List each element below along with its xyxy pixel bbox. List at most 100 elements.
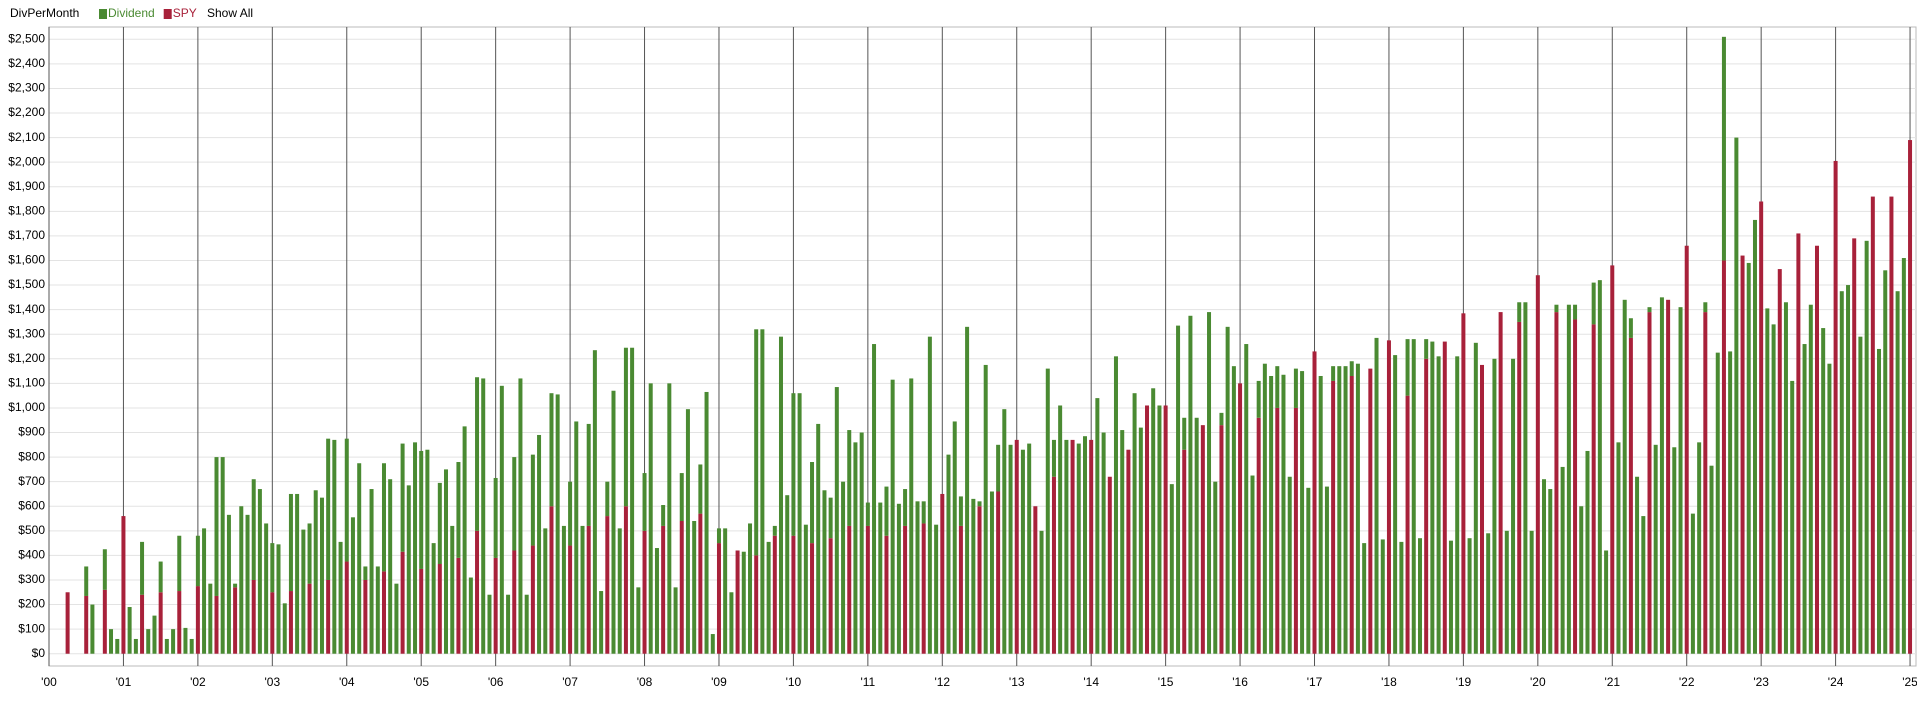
bar-segment [1635,476,1640,654]
bar-segment [1213,481,1218,654]
bar-segment [127,607,132,654]
bar-segment [903,489,908,526]
bar-segment [934,524,939,654]
bar-segment [1448,540,1453,654]
x-tick-label: '23 [1753,675,1769,689]
bar-segment [425,449,430,654]
y-tick-label: $0 [32,646,46,660]
bar-segment [1101,432,1106,654]
bar-segment [475,530,480,654]
bar-segment [1554,304,1559,313]
bar-segment [1461,313,1466,654]
y-tick-label: $2,300 [8,81,45,95]
show-all-button[interactable]: Show All [207,6,253,20]
bar-segment [977,501,982,507]
bar-segment [766,541,771,654]
bar-segment [1020,449,1025,654]
bar-segment [741,551,746,654]
x-tick-label: '22 [1679,675,1695,689]
legend-swatch[interactable] [163,9,172,19]
bar-segment [326,438,331,580]
bar-segment [549,506,554,654]
bar-segment [927,336,932,654]
legend-swatch[interactable] [99,9,107,19]
y-tick-label: $1,400 [8,302,45,316]
bar-segment [102,589,107,654]
bar-segment [1070,439,1075,654]
bar-segment [1721,260,1726,654]
bar-segment [363,579,368,654]
bar-segment [1858,336,1863,654]
bar-segment [1337,366,1342,654]
bar-segment [1157,405,1162,654]
bar-segment [214,457,219,596]
bar-segment [946,454,951,654]
y-tick-label: $2,000 [8,154,45,168]
legend-label[interactable]: SPY [173,6,197,20]
bar-segment [1889,196,1894,654]
bar-segment [592,350,597,654]
legend-label[interactable]: Dividend [108,6,155,20]
bar-segment [183,627,188,654]
x-tick-label: '00 [41,675,57,689]
bar-segment [437,482,442,565]
bar-segment [109,629,114,654]
bar-segment [803,524,808,654]
x-tick-label: '02 [190,675,206,689]
bar-segment [996,444,1001,492]
bar-segment [623,506,628,654]
bar-segment [419,450,424,569]
bar-segment [1312,351,1317,654]
bar-segment [487,594,492,654]
y-tick-label: $2,500 [8,31,45,45]
bar-segment [102,549,107,590]
bar-segment [233,587,238,654]
bar-segment [1622,299,1627,654]
bar-segment [1616,442,1621,654]
bar-segment [1318,375,1323,654]
bar-segment [605,481,610,517]
bar-segment [499,385,504,654]
bar-segment [1120,430,1125,654]
bar-segment [462,426,467,654]
bar-segment [555,394,560,654]
bar-segment [1306,487,1311,654]
bar-segment [133,638,138,654]
bar-segment [1442,341,1447,654]
bar-segment [865,525,870,654]
bar-segment [1176,325,1181,654]
bar-segment [1083,436,1088,654]
bar-segment [1839,291,1844,654]
bar-segment [543,528,548,654]
bar-segment [1045,368,1050,654]
bar-segment [493,557,498,654]
bar-segment [1734,137,1739,654]
bar-segment [400,443,405,552]
bar-segment [388,479,393,654]
bar-segment [202,528,207,654]
y-tick-label: $2,200 [8,105,45,119]
bar-segment [1647,312,1652,654]
bar-segment [1014,439,1019,654]
bar-segment [1480,364,1485,654]
bar-segment [847,525,852,654]
y-tick-label: $600 [18,498,45,512]
bar-segment [1033,506,1038,654]
bar-segment [1138,427,1143,654]
bar-segment [1281,374,1286,654]
bar-segment [413,442,418,654]
bar-segment [1293,368,1298,408]
bar-segment [456,557,461,654]
bar-segment [630,347,635,654]
bar-segment [301,529,306,654]
bar-segment [1604,550,1609,654]
bar-segment [394,583,399,654]
bar-segment [1554,312,1559,654]
bar-segment [1126,449,1131,654]
x-tick-label: '09 [711,675,727,689]
bar-segment [1628,318,1633,338]
bar-segment [1678,307,1683,654]
bar-segment [1424,358,1429,654]
bar-segment [171,629,176,654]
